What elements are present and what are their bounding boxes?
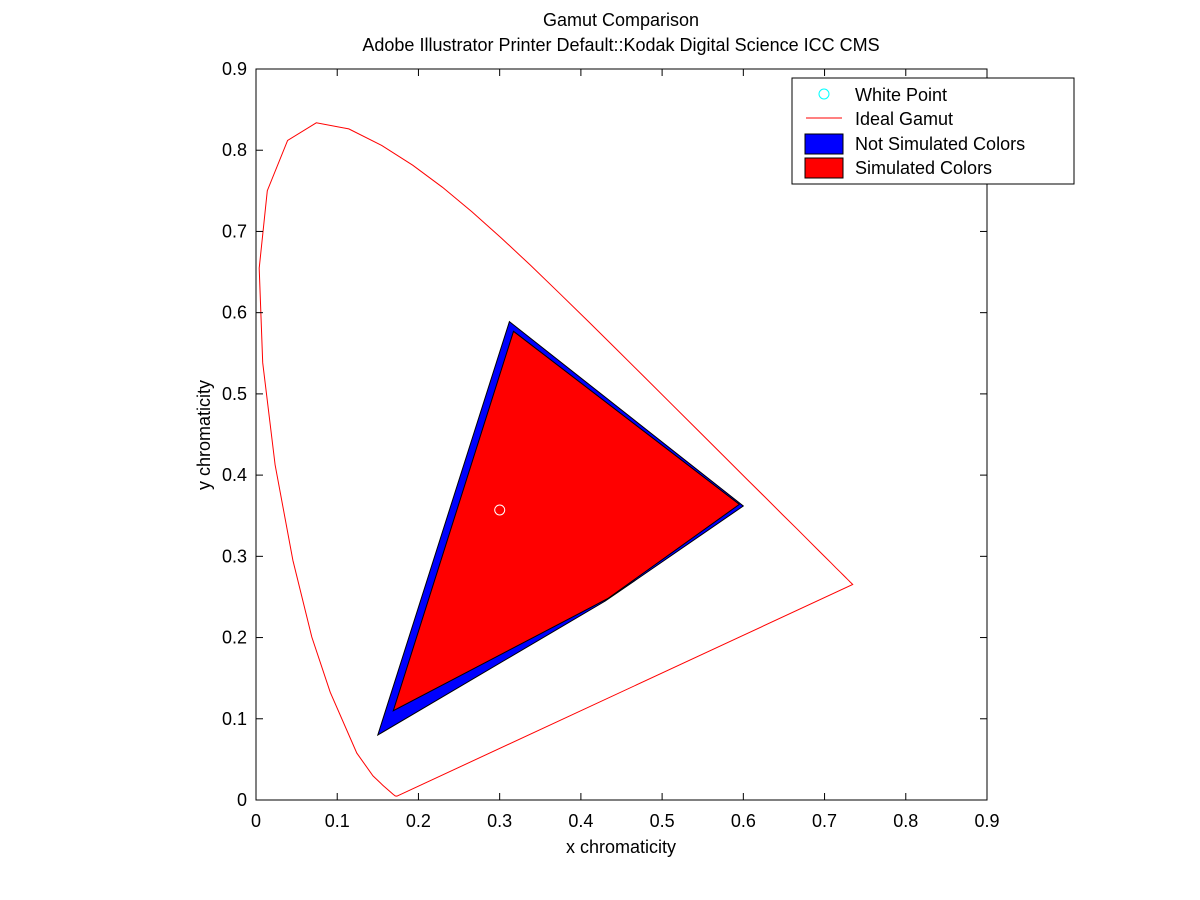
legend-label-not-simulated: Not Simulated Colors <box>855 134 1025 154</box>
gamut-lines <box>258 122 854 797</box>
legend-not-simulated-swatch <box>804 133 844 155</box>
legend-white-point-swatch <box>818 88 830 100</box>
x-tick-label: 0.7 <box>812 811 837 831</box>
x-tick-label: 0.1 <box>325 811 350 831</box>
y-tick-label: 0.3 <box>222 546 247 566</box>
y-tick-label: 0 <box>237 790 247 810</box>
legend: White Point Ideal Gamut Not Simulated Co… <box>791 77 1075 185</box>
y-tick-label: 0.2 <box>222 628 247 648</box>
series-simulated-colors <box>392 330 741 712</box>
chart-subtitle: Adobe Illustrator Printer Default::Kodak… <box>362 35 879 55</box>
x-tick-label: 0.4 <box>568 811 593 831</box>
legend-simulated-swatch <box>804 157 844 179</box>
x-axis-label: x chromaticity <box>566 837 676 857</box>
series-ideal-gamut <box>258 122 854 797</box>
x-tick-label: 0.6 <box>731 811 756 831</box>
y-tick-label: 0.7 <box>222 221 247 241</box>
chart-title: Gamut Comparison <box>543 10 699 30</box>
white-point-marker <box>494 504 506 516</box>
x-tick-label: 0.3 <box>487 811 512 831</box>
legend-label-white-point: White Point <box>855 85 947 105</box>
y-tick-label: 0.8 <box>222 140 247 160</box>
x-tick-label: 0 <box>251 811 261 831</box>
y-tick-label: 0.5 <box>222 384 247 404</box>
y-tick-label: 0.9 <box>222 59 247 79</box>
y-tick-label: 0.4 <box>222 465 247 485</box>
x-tick-label: 0.8 <box>893 811 918 831</box>
axes-frame <box>255 68 988 801</box>
y-tick-label: 0.6 <box>222 303 247 323</box>
gamut-patches <box>376 320 745 737</box>
x-tick-label: 0.9 <box>974 811 999 831</box>
legend-label-simulated: Simulated Colors <box>855 158 992 178</box>
x-tick-label: 0.2 <box>406 811 431 831</box>
x-tick-label: 0.5 <box>650 811 675 831</box>
y-tick-label: 0.1 <box>222 709 247 729</box>
axis-ticks: 0 0.1 0.2 0.3 0.4 0.5 0.6 0.7 0.8 0.9 0 0.1 0.2 0.3 0.… <box>222 59 1000 831</box>
white-point-markers <box>494 504 506 516</box>
legend-label-ideal-gamut: Ideal Gamut <box>855 109 953 129</box>
y-axis-label: y chromaticity <box>194 380 214 490</box>
